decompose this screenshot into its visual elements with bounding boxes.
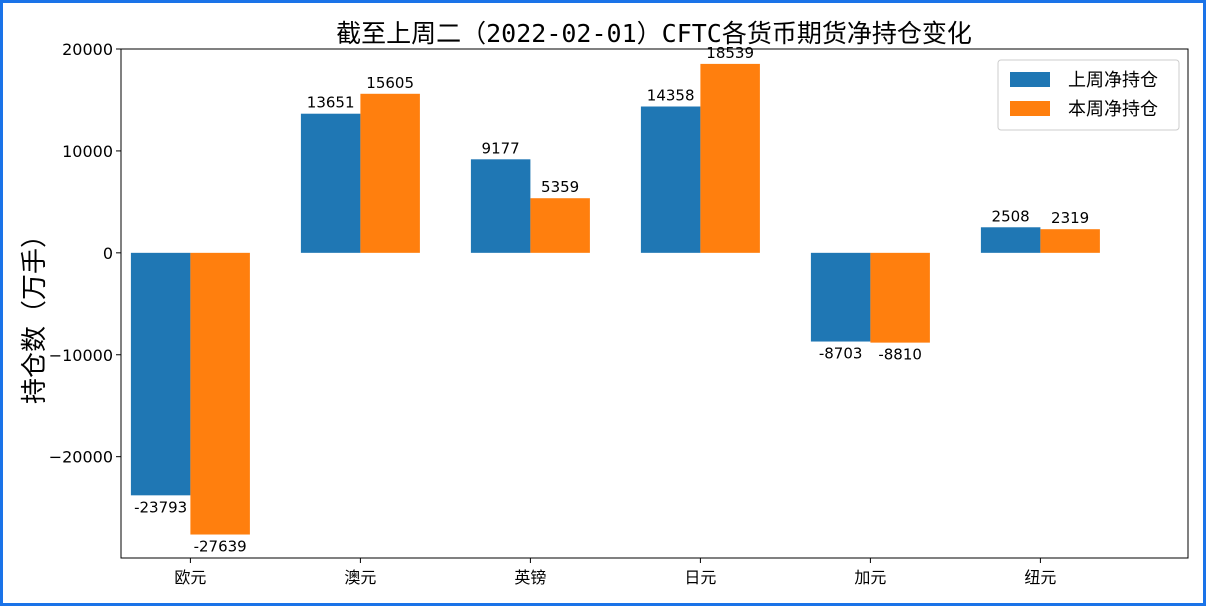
legend-label-1: 本周净持仓: [1068, 99, 1158, 120]
legend-label-0: 上周净持仓: [1068, 70, 1158, 91]
bar-this-week-5: [1040, 229, 1100, 253]
y-tick-label: −10000: [49, 346, 113, 365]
bars-group: [130, 63, 1100, 535]
data-label-last-week-3: 14358: [647, 87, 695, 105]
data-label-this-week-4: -8810: [878, 346, 922, 364]
bar-this-week-2: [530, 198, 590, 253]
x-tick-label: 澳元: [344, 568, 376, 587]
bar-this-week-3: [700, 63, 760, 253]
x-tick-label: 纽元: [1024, 568, 1056, 587]
data-labels-group: -23793 13651 9177 14358 -8703 2508 -27639 15605…: [134, 44, 1089, 556]
y-axis-label: 持仓数（万手）: [20, 222, 50, 404]
bar-last-week-2: [470, 159, 531, 253]
bar-this-week-4: [870, 252, 930, 343]
x-tick-label: 日元: [684, 568, 716, 587]
bar-last-week-4: [810, 252, 871, 342]
plot-area-frame: [120, 48, 1189, 559]
data-label-this-week-3: 18539: [706, 44, 754, 62]
y-tick-label: 20000: [62, 40, 113, 59]
data-label-this-week-1: 15605: [366, 74, 414, 92]
data-label-last-week-0: -23793: [134, 498, 187, 516]
bar-last-week-0: [130, 252, 191, 496]
y-axis: 20000 10000 0 −10000 −20000: [49, 40, 121, 467]
data-label-this-week-2: 5359: [541, 178, 579, 196]
data-label-last-week-5: 2508: [992, 207, 1030, 225]
legend-swatch-0: [1010, 72, 1050, 87]
data-label-last-week-2: 9177: [482, 139, 520, 157]
bar-this-week-1: [360, 93, 420, 253]
x-axis: 欧元 澳元 英镑 日元 加元 纽元: [174, 558, 1056, 587]
x-tick-label: 欧元: [174, 568, 206, 587]
bar-chart: 截至上周二（2022-02-01）CFTC各货币期货净持仓变化 持仓数（万手） …: [20, 19, 1189, 587]
bar-this-week-0: [190, 252, 250, 535]
data-label-last-week-4: -8703: [819, 345, 863, 363]
data-label-this-week-5: 2319: [1051, 209, 1089, 227]
bar-last-week-1: [300, 113, 361, 253]
x-tick-label: 英镑: [514, 568, 546, 587]
legend-swatch-1: [1010, 101, 1050, 116]
bar-last-week-5: [980, 227, 1041, 253]
x-tick-label: 加元: [854, 568, 886, 587]
chart-title: 截至上周二（2022-02-01）CFTC各货币期货净持仓变化: [336, 19, 972, 48]
data-label-this-week-0: -27639: [194, 538, 247, 556]
bar-last-week-3: [640, 106, 701, 253]
y-tick-label: −20000: [49, 448, 113, 467]
y-tick-label: 0: [103, 244, 113, 263]
data-label-last-week-1: 13651: [307, 94, 355, 112]
y-tick-label: 10000: [62, 142, 113, 161]
